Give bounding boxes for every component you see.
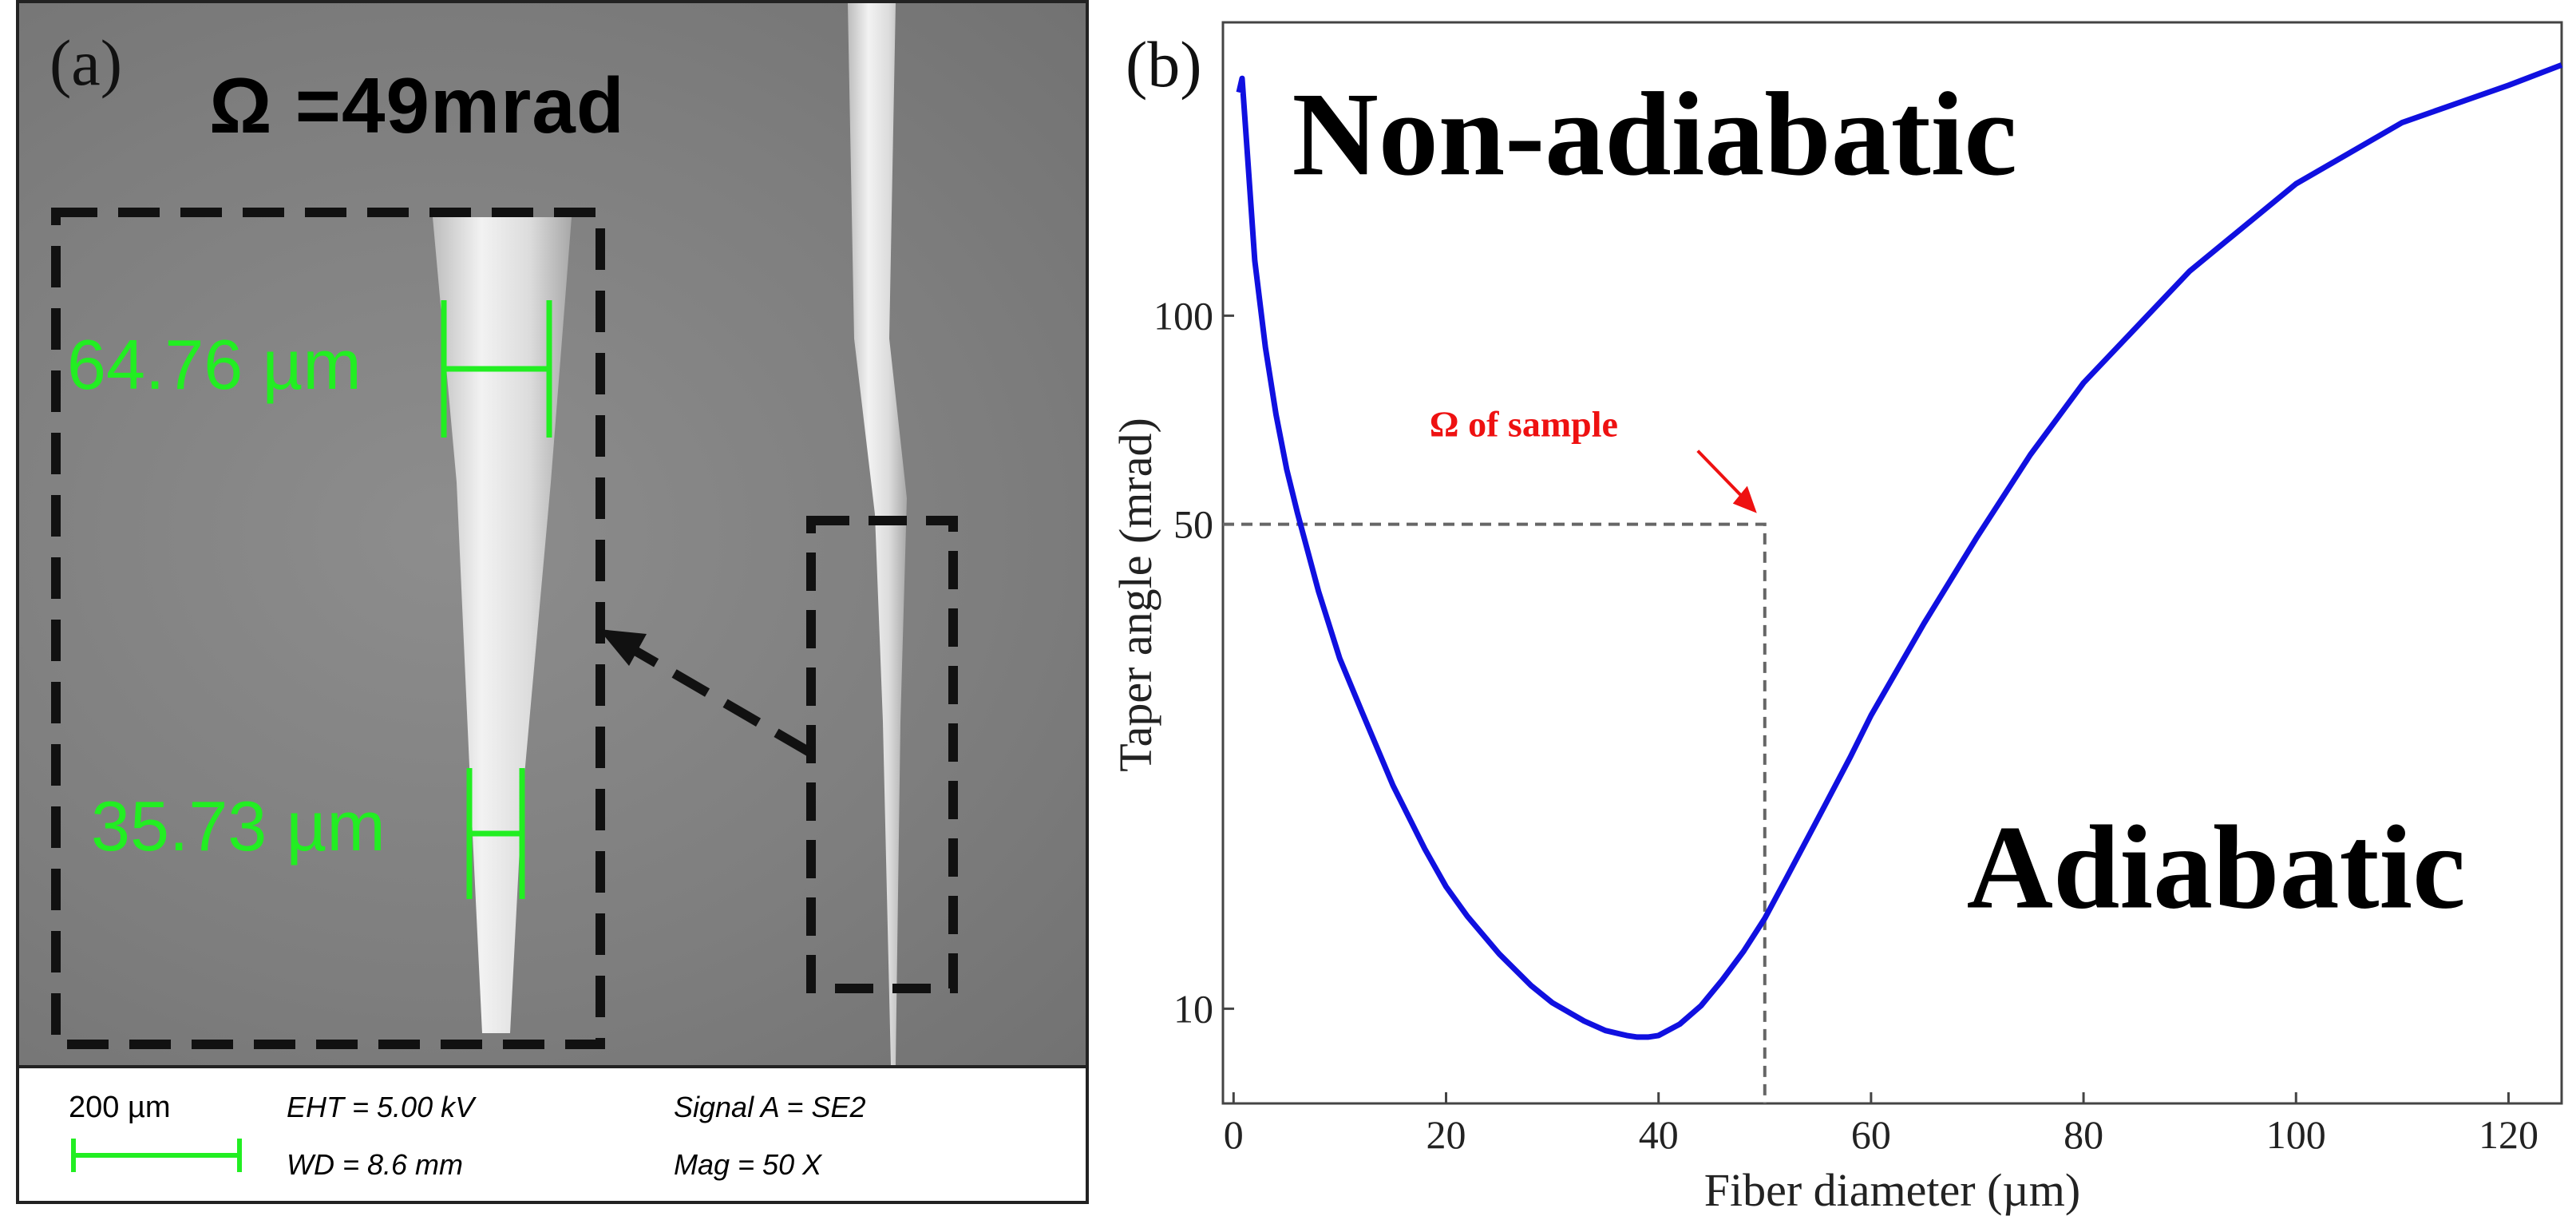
omega-sample-annotation: Ω of sample	[1430, 404, 1618, 445]
fiber-main	[848, 3, 907, 1065]
taper-chart: (b) 0 20 40 60 80 100 120 10 50 100 Ω of sample N…	[1110, 21, 2563, 1216]
measurement-1: 64.76 µm	[67, 325, 362, 404]
x-tick-label: 100	[2266, 1112, 2326, 1157]
x-tick-label: 20	[1426, 1112, 1466, 1157]
x-tick-label: 0	[1224, 1112, 1244, 1157]
y-tick-label: 10	[1173, 986, 1213, 1031]
measurement-2: 35.73 µm	[91, 786, 386, 865]
scale-bar	[71, 1139, 242, 1172]
eht-value: EHT = 5.00 kV	[287, 1091, 475, 1123]
zoom-arrow-line	[631, 645, 813, 757]
sem-image	[19, 3, 1086, 1065]
sem-info-bar: 200 µm EHT = 5.00 kV WD = 8.6 mm Signal …	[19, 1065, 1086, 1201]
non-adiabatic-label: Non-adiabatic	[1292, 68, 2017, 200]
x-tick-label: 40	[1639, 1112, 1679, 1157]
annotation-arrow-head	[1732, 485, 1757, 513]
scale-bar-label: 200 µm	[69, 1091, 171, 1124]
plot-area	[1221, 21, 2563, 1105]
chart-panel: (b) 0 20 40 60 80 100 120 10 50 100 Ω of sample N…	[1102, 0, 2576, 1220]
x-tick-label: 60	[1851, 1112, 1891, 1157]
y-tick-label: 50	[1173, 502, 1213, 547]
sample-reference-lines	[1223, 522, 1767, 1103]
sem-panel: (a) Ω =49mrad 64.76 µm 35.73 µm 200 µm E…	[16, 0, 1089, 1204]
series-line-adiabatic-criterion	[1236, 62, 2563, 1040]
inset-box	[51, 208, 605, 1049]
x-tick-label: 80	[2064, 1112, 2103, 1157]
zoom-arrow-head	[599, 629, 647, 666]
region-box	[806, 516, 958, 993]
axis-ticks: 0 20 40 60 80 100 120 10 50 100	[1153, 293, 2538, 1157]
mag-value: Mag = 50 X	[674, 1148, 822, 1181]
x-axis-title: Fiber diameter (µm)	[1704, 1164, 2080, 1216]
wd-value: WD = 8.6 mm	[287, 1148, 464, 1181]
panel-a-label: (a)	[49, 26, 123, 99]
fiber-zoom	[433, 217, 572, 1033]
adiabatic-label: Adiabatic	[1967, 802, 2466, 934]
x-tick-label: 120	[2479, 1112, 2538, 1157]
omega-value: Ω =49mrad	[209, 61, 625, 149]
panel-b-label: (b)	[1126, 28, 1202, 101]
y-axis-title: Taper angle (mrad)	[1110, 418, 1161, 772]
sem-drawing	[51, 3, 958, 1065]
signal-value: Signal A = SE2	[674, 1091, 866, 1123]
y-tick-label: 100	[1153, 293, 1213, 338]
